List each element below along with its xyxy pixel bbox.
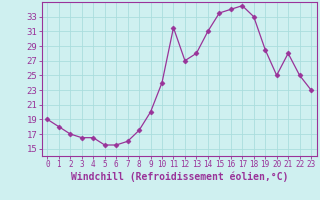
X-axis label: Windchill (Refroidissement éolien,°C): Windchill (Refroidissement éolien,°C) (70, 172, 288, 182)
